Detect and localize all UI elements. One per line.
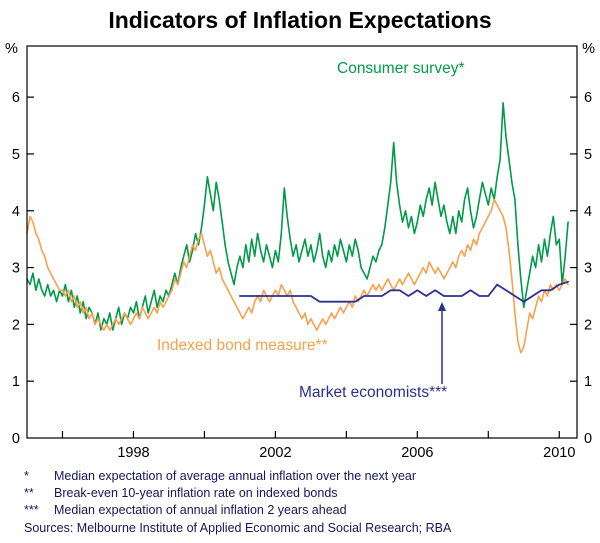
annotation-arrow-head xyxy=(438,302,446,311)
y-axis-label-left: 0 xyxy=(12,431,20,447)
y-axis-label-left: 5 xyxy=(12,147,20,163)
series-line-1 xyxy=(26,102,569,331)
footnotes-block: * Median expectation of average annual i… xyxy=(0,466,600,537)
footnote-2-text: Break-even 10-year inflation rate on ind… xyxy=(54,486,338,500)
x-axis-label: 2002 xyxy=(259,445,291,461)
series-line-2 xyxy=(26,198,569,354)
footnote-2-marker: ** xyxy=(24,486,34,500)
footnote-3-text: Median expectation of annual inflation 2… xyxy=(54,503,347,517)
footnote-3: *** Median expectation of annual inflati… xyxy=(24,502,594,519)
x-axis-label: 1998 xyxy=(117,445,149,461)
y-axis-label-right: 3 xyxy=(584,261,592,277)
y-axis-label-left: 2 xyxy=(12,317,20,333)
sources-line: Sources: Melbourne Institute of Applied … xyxy=(24,521,452,535)
footnote-1-text: Median expectation of average annual inf… xyxy=(54,469,417,483)
y-axis-label-right: 1 xyxy=(584,374,592,390)
x-axis-label: 2010 xyxy=(543,445,575,461)
y-axis-label-left: 1 xyxy=(12,374,20,390)
y-axis-label-right: 5 xyxy=(584,147,592,163)
x-axis-label: 2006 xyxy=(401,445,433,461)
series-annotation-3: Market economists*** xyxy=(299,384,447,401)
footnote-2: ** Break-even 10-year inflation rate on … xyxy=(24,485,594,502)
series-annotation-1: Consumer survey* xyxy=(337,60,465,77)
footnote-1-marker: * xyxy=(24,469,29,483)
y-axis-label-right: 0 xyxy=(584,431,592,447)
y-axis-label-right: 6 xyxy=(584,90,592,106)
y-axis-label-left: 6 xyxy=(12,90,20,106)
y-axis-label-left: 4 xyxy=(12,204,20,220)
y-unit-right: % xyxy=(582,41,595,57)
footnote-1: * Median expectation of average annual i… xyxy=(24,468,594,485)
series-line-3 xyxy=(238,280,569,303)
series-annotation-2: Indexed bond measure** xyxy=(157,337,328,354)
inflation-expectations-chart: 0 0 1 1 2 2 3 3 4 4 5 5 6 6% % 1998 2002 2006 2010 Consumer… xyxy=(5,41,595,461)
footnote-3-marker: *** xyxy=(24,503,39,517)
y-axis-label-right: 2 xyxy=(584,317,592,333)
y-unit-left: % xyxy=(5,41,18,57)
y-axis-label-left: 3 xyxy=(12,261,20,277)
plot-frame xyxy=(26,45,578,439)
y-axis-label-right: 4 xyxy=(584,204,592,220)
chart-title: Indicators of Inflation Expectations xyxy=(108,7,492,33)
